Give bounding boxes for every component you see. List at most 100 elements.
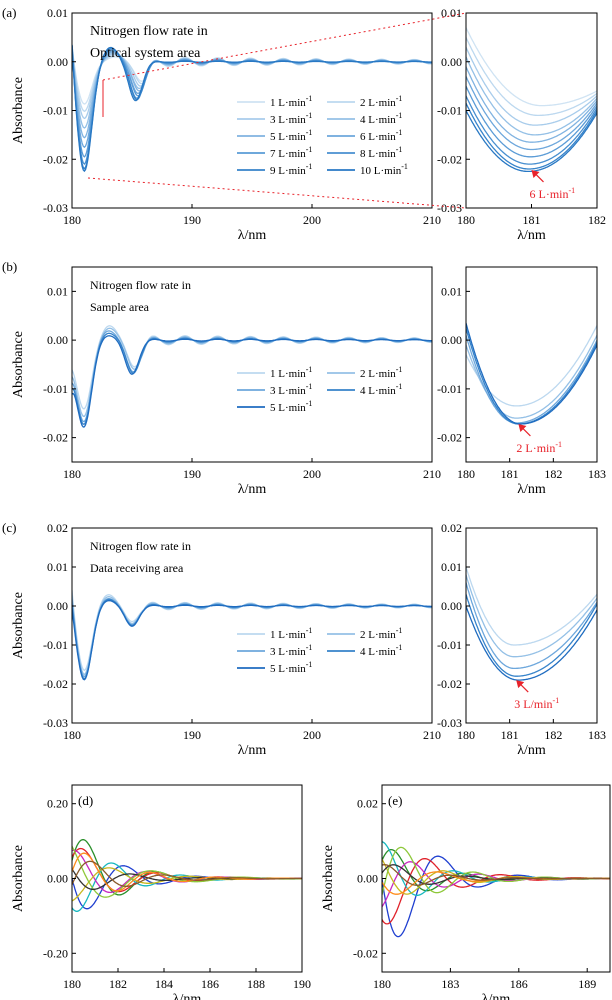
x-tick-label: 182 bbox=[544, 728, 562, 742]
x-tick-label: 210 bbox=[423, 728, 441, 742]
chart-panel-b-zoom: 180 181 182 183 -0.02 -0.01 0.00 0.01 λ/nm 2 L·mi… bbox=[437, 266, 606, 497]
panel-label: (b) bbox=[2, 259, 17, 274]
y-tick-label: -0.02 bbox=[353, 946, 378, 960]
x-tick-label: 190 bbox=[183, 467, 201, 481]
x-tick-label: 190 bbox=[183, 213, 201, 227]
y-tick-label: -0.01 bbox=[437, 638, 462, 652]
legend-label: 4 L·min-1 bbox=[360, 643, 402, 658]
x-tick-label: 180 bbox=[63, 467, 81, 481]
series-group bbox=[72, 325, 432, 428]
plot-frame bbox=[71, 527, 433, 724]
legend-label-text: 1 L·min bbox=[270, 97, 306, 109]
series-line-4 bbox=[466, 605, 597, 681]
series-group bbox=[72, 839, 302, 912]
legend-label: 4 L·min-1 bbox=[360, 382, 402, 397]
legend-label-text: 4 L·min bbox=[360, 114, 396, 126]
x-tick-label: 183 bbox=[588, 728, 606, 742]
legend-label-text: 10 L·min bbox=[360, 165, 402, 177]
x-axis-label: λ/nm bbox=[482, 992, 511, 1000]
legend-label: 5 L·min-1 bbox=[270, 128, 312, 143]
y-tick-label: -0.20 bbox=[43, 946, 68, 960]
legend-label-sup: -1 bbox=[306, 382, 313, 391]
panel-annotation-line: Sample area bbox=[90, 300, 150, 314]
series-line-5 bbox=[466, 76, 597, 151]
y-tick-label: 0.02 bbox=[441, 521, 462, 535]
callout-label-text: 3 L/min bbox=[514, 697, 552, 711]
panel-annotation-line: Nitrogen flow rate in bbox=[90, 24, 208, 39]
legend-label-text: 5 L·min bbox=[270, 131, 306, 143]
series-group bbox=[382, 841, 610, 938]
y-tick-label: 0.00 bbox=[441, 599, 462, 613]
x-axis-label: λ/nm bbox=[238, 743, 267, 758]
series-line-4 bbox=[466, 322, 597, 425]
panel-label: (c) bbox=[2, 520, 16, 535]
legend-label-sup: -1 bbox=[306, 111, 313, 120]
series-line-2 bbox=[466, 335, 597, 424]
callout-label-text: 2 L·min bbox=[516, 441, 555, 455]
series-line-4 bbox=[72, 849, 302, 894]
x-tick-label: 180 bbox=[457, 467, 475, 481]
legend-label-text: 1 L·min bbox=[270, 368, 306, 380]
series-line-3 bbox=[466, 594, 597, 677]
chart-panel-c: 180 190 200 210 -0.03 -0.02 -0.01 0.00 0.01 0.02 λ… bbox=[2, 520, 441, 758]
x-axis-label: λ/nm bbox=[238, 228, 267, 243]
callout-arrow-head bbox=[516, 680, 525, 689]
plot-frame bbox=[71, 266, 433, 463]
series-line-2 bbox=[466, 582, 597, 670]
y-axis-label: Absorbance bbox=[11, 845, 26, 912]
series-line-7 bbox=[466, 95, 597, 165]
y-tick-label: -0.03 bbox=[43, 201, 68, 215]
legend-label-text: 2 L·min bbox=[360, 368, 396, 380]
legend-label-sup: -1 bbox=[306, 626, 313, 635]
legend-label: 4 L·min-1 bbox=[360, 111, 402, 126]
y-tick-label: -0.01 bbox=[43, 382, 68, 396]
y-tick-label: -0.03 bbox=[437, 716, 462, 730]
legend-label-sup: -1 bbox=[396, 111, 403, 120]
y-tick-label: -0.02 bbox=[43, 152, 68, 166]
legend-label-text: 5 L·min bbox=[270, 663, 306, 675]
legend-label-sup: -1 bbox=[306, 660, 313, 669]
x-tick-label: 188 bbox=[247, 977, 265, 991]
y-tick-label: -0.02 bbox=[437, 152, 462, 166]
y-tick-label: -0.02 bbox=[43, 431, 68, 445]
legend-label: 7 L·min-1 bbox=[270, 145, 312, 160]
x-tick-label: 210 bbox=[423, 467, 441, 481]
legend-label-text: 7 L·min bbox=[270, 148, 306, 160]
x-tick-label: 180 bbox=[63, 977, 81, 991]
y-tick-label: 0.01 bbox=[47, 6, 68, 20]
y-axis-label: Absorbance bbox=[11, 77, 26, 144]
legend-label-sup: -1 bbox=[306, 643, 313, 652]
callout-arrow-head bbox=[531, 169, 540, 178]
legend-label-text: 4 L·min bbox=[360, 385, 396, 397]
y-tick-label: -0.01 bbox=[437, 104, 462, 118]
x-tick-label: 189 bbox=[578, 977, 596, 991]
legend-label: 6 L·min-1 bbox=[360, 128, 402, 143]
legend-label: 1 L·min-1 bbox=[270, 94, 312, 109]
legend-label: 9 L·min-1 bbox=[270, 162, 312, 177]
plot-frame bbox=[465, 527, 598, 724]
series-line-0 bbox=[466, 566, 597, 646]
y-tick-label: -0.01 bbox=[43, 638, 68, 652]
series-line-9 bbox=[382, 864, 610, 886]
series-line-6 bbox=[466, 85, 597, 158]
x-tick-label: 180 bbox=[373, 977, 391, 991]
legend-label-sup: -1 bbox=[306, 399, 313, 408]
x-tick-label: 181 bbox=[501, 728, 519, 742]
legend-label-sup: -1 bbox=[306, 365, 313, 374]
y-tick-label: 0.00 bbox=[357, 872, 378, 886]
x-tick-label: 190 bbox=[293, 977, 311, 991]
legend-label: 2 L·min-1 bbox=[360, 626, 402, 641]
legend-label-sup: -1 bbox=[401, 162, 408, 171]
y-tick-label: 0.02 bbox=[47, 521, 68, 535]
series-line-9 bbox=[466, 110, 597, 173]
y-tick-label: 0.20 bbox=[47, 797, 68, 811]
x-tick-label: 180 bbox=[457, 213, 475, 227]
panel-annotation-line: Nitrogen flow rate in bbox=[90, 278, 191, 292]
series-line-1 bbox=[466, 335, 597, 419]
legend-label: 2 L·min-1 bbox=[360, 94, 402, 109]
y-tick-label: -0.02 bbox=[43, 677, 68, 691]
zoom-connector-top bbox=[102, 12, 467, 81]
legend-label-text: 8 L·min bbox=[360, 148, 396, 160]
x-tick-label: 200 bbox=[303, 728, 321, 742]
series-line-4 bbox=[466, 66, 597, 143]
